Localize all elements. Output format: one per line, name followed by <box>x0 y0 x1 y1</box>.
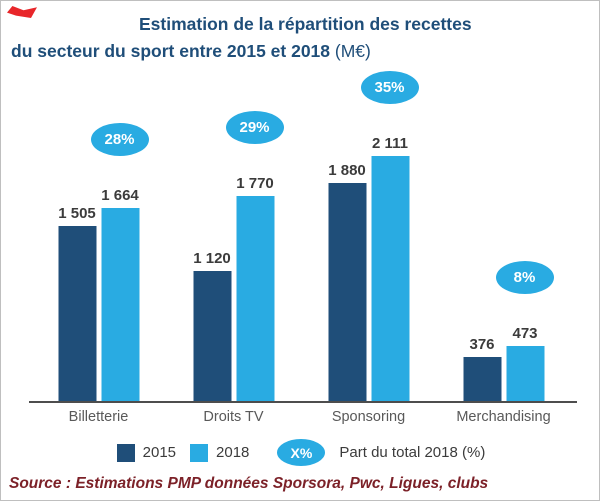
bar-group-droits-tv: 29% 1 120 1 770 <box>166 73 301 401</box>
bar-2018 <box>506 346 544 401</box>
bar-column-2018: 473 <box>506 325 544 401</box>
bar-column-2015: 1 505 <box>58 205 96 401</box>
bar-column-2015: 376 <box>463 336 501 401</box>
bar-group-merchandising: 8% 376 473 <box>436 73 571 401</box>
bar-value-label: 1 880 <box>328 162 366 179</box>
bar-2015 <box>328 183 366 401</box>
legend-item-2015: 2015 <box>116 443 177 462</box>
category-label-merchandising: Merchandising <box>456 409 551 425</box>
legend-item-2018: 2018 <box>190 443 250 462</box>
legend-label-2015: 2015 <box>142 444 177 461</box>
bar-group-billetterie: 28% 1 505 1 664 <box>31 73 166 401</box>
bar-value-label: 1 664 <box>101 187 139 204</box>
bar-value-label: 376 <box>469 336 495 353</box>
bar-group-sponsoring: 35% 1 880 2 111 <box>301 71 436 401</box>
legend-percent-badge: X% <box>277 439 326 466</box>
bar-column-2018: 2 111 <box>371 135 409 401</box>
bar-column-2015: 1 880 <box>328 162 366 401</box>
legend-swatch-2015 <box>116 443 135 462</box>
legend-badge-caption: Part du total 2018 (%) <box>339 444 486 461</box>
bar-2015 <box>58 226 96 401</box>
chart-legend: 2015 2018 X% Part du total 2018 (%) <box>1 439 599 466</box>
bars-pair: 1 505 1 664 <box>58 187 139 401</box>
legend-swatch-2018 <box>190 443 209 462</box>
percent-badge: 28% <box>90 123 149 156</box>
percent-badge: 29% <box>225 111 284 144</box>
percent-badge: 8% <box>495 261 554 294</box>
red-corner-mark <box>7 6 37 18</box>
percent-badge: 35% <box>360 71 419 104</box>
legend-label-2018: 2018 <box>216 444 250 461</box>
bar-value-label: 2 111 <box>372 135 408 152</box>
bar-chart-plot-area: 28% 1 505 1 664 29% 1 120 1 770 35% 1 880 2 111 8… <box>31 71 571 401</box>
bar-value-label: 1 120 <box>193 250 231 267</box>
category-label-droits tv: Droits TV <box>203 409 264 425</box>
bar-value-label: 1 505 <box>58 205 96 222</box>
bar-column-2018: 1 664 <box>101 187 139 401</box>
bar-2018 <box>371 156 409 401</box>
chart-title-line2-bold: du secteur du sport entre 2015 et 2018 <box>11 41 331 61</box>
chart-title-line2: du secteur du sport entre 2015 et 2018 (… <box>1 37 599 65</box>
source-caption: Source : Estimations PMP données Sporsor… <box>9 475 489 492</box>
bars-pair: 376 473 <box>463 325 544 401</box>
bar-value-label: 1 770 <box>236 175 274 192</box>
bar-value-label: 473 <box>512 325 538 342</box>
bar-2018 <box>101 208 139 401</box>
bar-2018 <box>236 196 274 401</box>
chart-title: Estimation de la répartition des recette… <box>1 11 599 65</box>
bar-2015 <box>463 357 501 401</box>
category-axis-labels: Billetterie Droits TV Sponsoring Merchandis… <box>31 409 571 425</box>
category-label-billetterie: Billetterie <box>68 409 129 425</box>
bars-pair: 1 120 1 770 <box>193 175 274 401</box>
bar-2015 <box>193 271 231 401</box>
category-label-sponsoring: Sponsoring <box>331 409 406 425</box>
x-axis-line <box>29 401 577 403</box>
chart-title-line1: Estimation de la répartition des recette… <box>139 14 472 34</box>
bars-pair: 1 880 2 111 <box>328 135 409 401</box>
chart-title-unit: (M€) <box>330 41 371 61</box>
bar-column-2015: 1 120 <box>193 250 231 401</box>
bar-column-2018: 1 770 <box>236 175 274 401</box>
